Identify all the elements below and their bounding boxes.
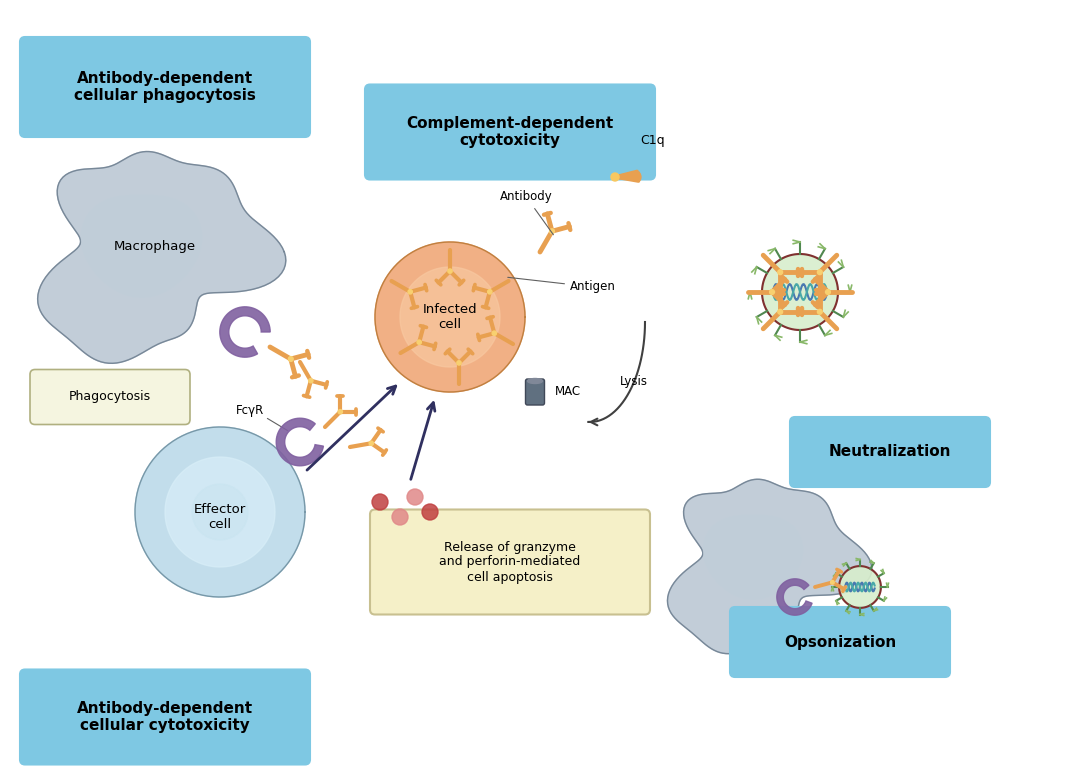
Circle shape <box>770 290 774 294</box>
Circle shape <box>550 229 554 234</box>
Circle shape <box>392 509 408 525</box>
Circle shape <box>338 410 342 414</box>
Circle shape <box>818 269 822 275</box>
Circle shape <box>492 331 497 335</box>
FancyBboxPatch shape <box>370 510 650 615</box>
Circle shape <box>417 340 421 344</box>
Polygon shape <box>38 151 286 364</box>
Polygon shape <box>839 566 881 608</box>
Polygon shape <box>777 579 812 615</box>
Circle shape <box>422 504 438 520</box>
Text: Effector
cell: Effector cell <box>194 503 246 531</box>
Circle shape <box>309 378 313 383</box>
Circle shape <box>778 269 783 275</box>
Circle shape <box>778 310 783 314</box>
Polygon shape <box>375 242 525 392</box>
Polygon shape <box>703 516 802 599</box>
Text: MAC: MAC <box>555 385 581 398</box>
Circle shape <box>408 290 413 294</box>
Ellipse shape <box>527 378 542 384</box>
FancyBboxPatch shape <box>21 37 310 137</box>
Text: Antibody-dependent
cellular phagocytosis: Antibody-dependent cellular phagocytosis <box>75 71 256 103</box>
FancyBboxPatch shape <box>526 379 544 405</box>
FancyBboxPatch shape <box>365 84 654 180</box>
Circle shape <box>407 489 423 505</box>
Text: C1q: C1q <box>640 134 664 147</box>
FancyBboxPatch shape <box>21 669 310 764</box>
Circle shape <box>818 310 822 314</box>
Text: Phagocytosis: Phagocytosis <box>69 391 151 404</box>
Circle shape <box>448 269 453 273</box>
FancyBboxPatch shape <box>789 417 990 487</box>
Text: Opsonization: Opsonization <box>784 635 896 649</box>
Circle shape <box>192 484 248 540</box>
Text: FcγR: FcγR <box>235 404 265 417</box>
Text: Release of granzyme
and perforin-mediated
cell apoptosis: Release of granzyme and perforin-mediate… <box>440 540 581 584</box>
Text: Antigen: Antigen <box>508 277 616 293</box>
Circle shape <box>369 441 374 445</box>
Circle shape <box>372 494 388 510</box>
Circle shape <box>457 361 461 365</box>
Circle shape <box>611 173 619 181</box>
Polygon shape <box>220 306 270 357</box>
Polygon shape <box>165 457 275 567</box>
Circle shape <box>831 581 834 584</box>
Polygon shape <box>135 427 305 597</box>
Circle shape <box>488 290 492 294</box>
Polygon shape <box>762 254 838 330</box>
Polygon shape <box>276 418 323 466</box>
Text: Complement-dependent
cytotoxicity: Complement-dependent cytotoxicity <box>406 116 613 148</box>
Text: Neutralization: Neutralization <box>828 445 951 459</box>
Text: Antibody-dependent
cellular cytotoxicity: Antibody-dependent cellular cytotoxicity <box>77 701 253 733</box>
FancyBboxPatch shape <box>730 607 950 677</box>
Text: Infected
cell: Infected cell <box>422 303 477 331</box>
Polygon shape <box>400 267 500 367</box>
Circle shape <box>825 290 831 294</box>
Text: Antibody: Antibody <box>500 191 553 235</box>
Text: Lysis: Lysis <box>620 375 648 388</box>
Polygon shape <box>81 195 202 297</box>
Text: Macrophage: Macrophage <box>113 241 197 253</box>
Circle shape <box>288 357 293 361</box>
FancyBboxPatch shape <box>30 370 190 425</box>
Polygon shape <box>667 479 872 654</box>
